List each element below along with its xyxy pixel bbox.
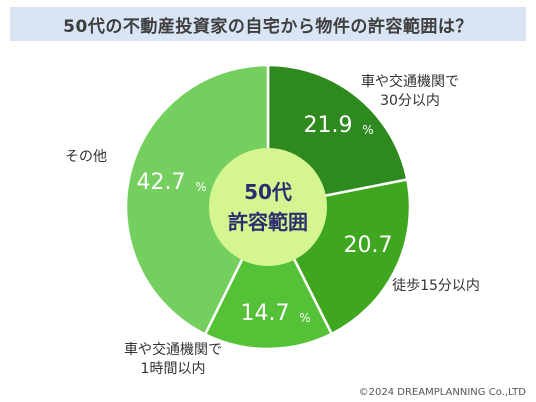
slice-value-label-4: 42.7 bbox=[137, 170, 186, 195]
copyright: ©2024 DREAMPLANNING Co.,LTD bbox=[358, 387, 526, 398]
chart-title: 50代の不動産投資家の自宅から物件の許容範囲は？ bbox=[63, 16, 473, 37]
slice-category-label-2: 徒歩15分以内 bbox=[392, 278, 480, 294]
slice-category-label-1: 車や交通機関で 30分以内 bbox=[361, 73, 459, 109]
center-label-line-2: 許容範囲 bbox=[228, 210, 308, 234]
slice-value-label-1: 21.9 bbox=[304, 113, 353, 138]
slice-category-label-3: 車や交通機関で 1時間以内 bbox=[124, 341, 222, 377]
slice-percent-unit-2: % bbox=[402, 263, 413, 277]
pie-slice-3 bbox=[203, 204, 334, 351]
pie-slice-4 bbox=[124, 63, 270, 336]
slice-percent-unit-4: % bbox=[195, 180, 206, 194]
chart-title-bar: 50代の不動産投資家の自宅から物件の許容範囲は？ bbox=[10, 7, 526, 41]
slice-percent-unit-1: % bbox=[362, 123, 373, 137]
slice-value-label-2: 20.7 bbox=[344, 233, 393, 258]
slice-category-label-4: その他 bbox=[65, 149, 107, 165]
center-label-line-1: 50代 bbox=[244, 180, 292, 204]
donut-center-circle bbox=[209, 148, 327, 266]
slice-value-label-3: 14.7 bbox=[241, 301, 290, 326]
slice-percent-unit-3: % bbox=[299, 311, 310, 325]
